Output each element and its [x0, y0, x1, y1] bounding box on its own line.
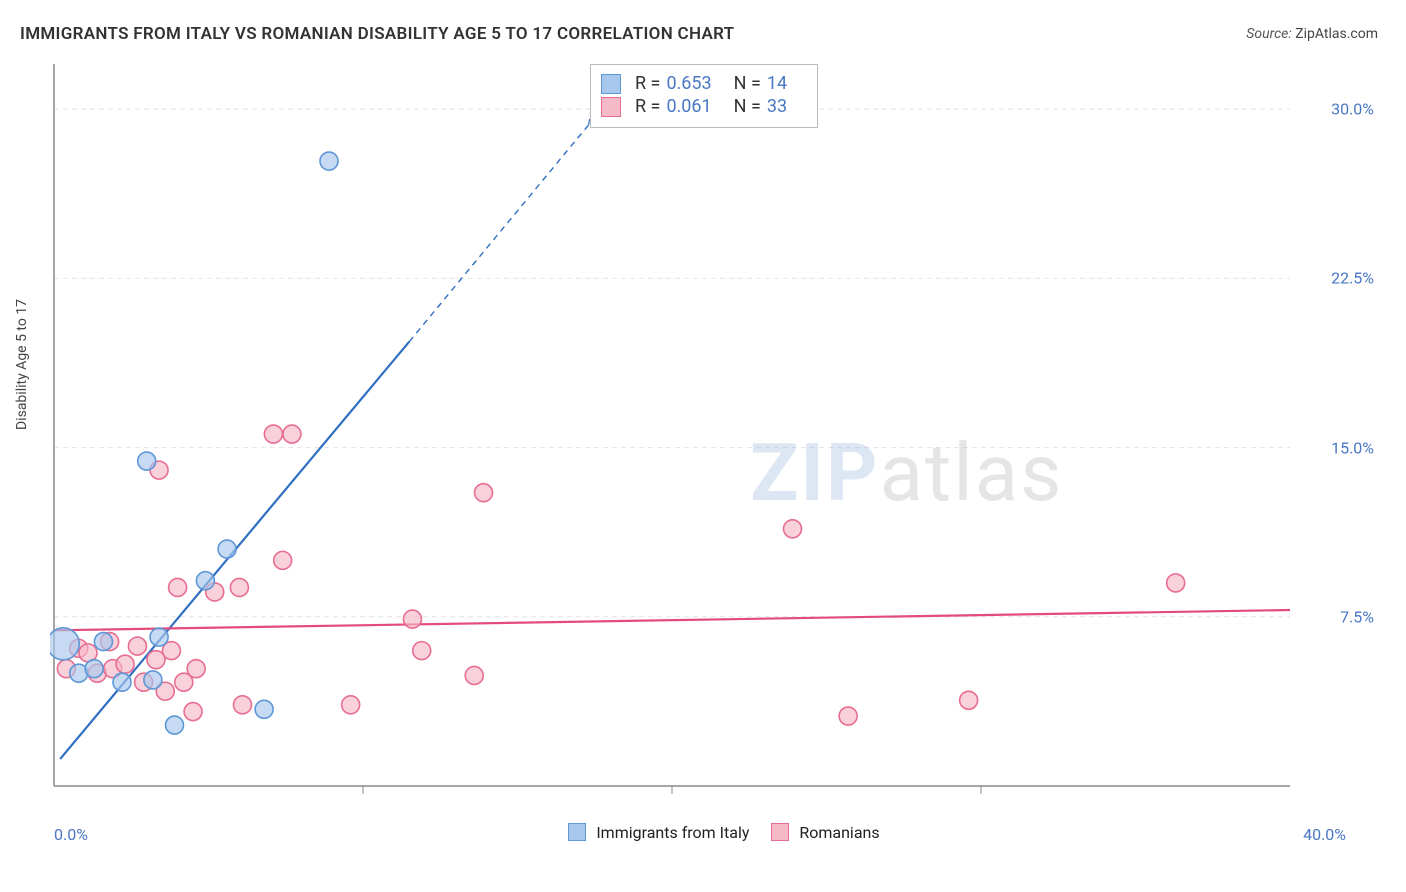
x-axis-legend: Immigrants from Italy Romanians	[50, 823, 1380, 842]
legend-label-romanians: Romanians	[799, 823, 879, 842]
y-tick-label: 7.5%	[1340, 607, 1374, 626]
source-value: ZipAtlas.com	[1295, 26, 1378, 42]
y-tick-label: 22.5%	[1331, 269, 1374, 288]
stat-r-label: R =	[635, 73, 660, 94]
chart-title: IMMIGRANTS FROM ITALY VS ROMANIAN DISABI…	[20, 24, 734, 44]
legend-swatch-italy	[568, 823, 586, 841]
chart-page: IMMIGRANTS FROM ITALY VS ROMANIAN DISABI…	[0, 0, 1406, 892]
source-attribution: Source: ZipAtlas.com	[1246, 26, 1378, 42]
stat-n-label: N =	[734, 96, 761, 117]
legend-stat-row: R = 0.653 N = 14	[601, 73, 805, 94]
legend-swatch-romanians	[771, 823, 789, 841]
scatter-plot-svg	[50, 56, 1350, 816]
stat-n-value: 33	[767, 96, 787, 117]
stat-r-value: 0.061	[666, 96, 711, 117]
legend-swatch	[601, 97, 621, 117]
stat-n-label: N =	[734, 73, 761, 94]
stat-r-value: 0.653	[666, 73, 711, 94]
legend-swatch	[601, 74, 621, 94]
legend-stat-row: R = 0.061 N = 33	[601, 96, 805, 117]
stat-r-label: R =	[635, 96, 660, 117]
y-tick-label: 15.0%	[1331, 438, 1374, 457]
stat-n-value: 14	[767, 73, 787, 94]
correlation-legend-box: R = 0.653 N = 14 R = 0.061 N = 33	[590, 64, 818, 128]
y-tick-label: 30.0%	[1331, 100, 1374, 119]
source-label: Source:	[1246, 26, 1291, 42]
plot-area: ZIPatlas R =0.653N =14R =0.061N =33 7.5%…	[50, 56, 1380, 846]
legend-label-italy: Immigrants from Italy	[596, 823, 749, 842]
y-axis-label: Disability Age 5 to 17	[14, 299, 30, 430]
